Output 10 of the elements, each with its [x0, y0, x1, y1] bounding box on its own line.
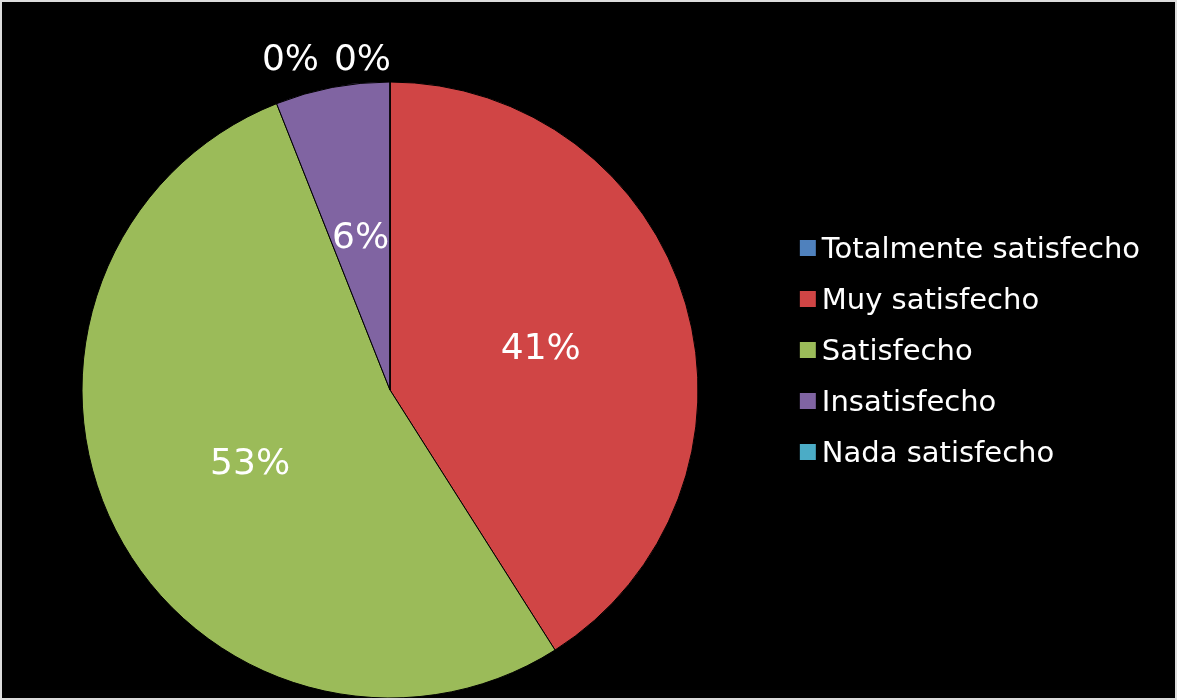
legend-label: Insatisfecho [821, 384, 997, 418]
text: 0% [333, 36, 391, 78]
data-label: 41% [500, 325, 581, 367]
data-label: 6% [332, 215, 390, 257]
legend-label: Satisfecho [821, 333, 973, 367]
legend-label: Nada satisfecho [821, 435, 1055, 469]
legend-label: Muy satisfecho [821, 282, 1040, 316]
data-label: 53% [210, 440, 291, 482]
legend-label: Totalmente satisfecho [820, 231, 1141, 265]
text: 0% [261, 36, 319, 78]
